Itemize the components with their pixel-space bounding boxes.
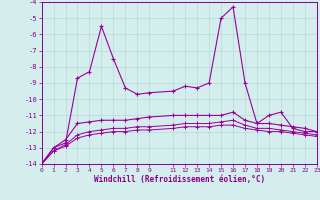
X-axis label: Windchill (Refroidissement éolien,°C): Windchill (Refroidissement éolien,°C) (94, 175, 265, 184)
